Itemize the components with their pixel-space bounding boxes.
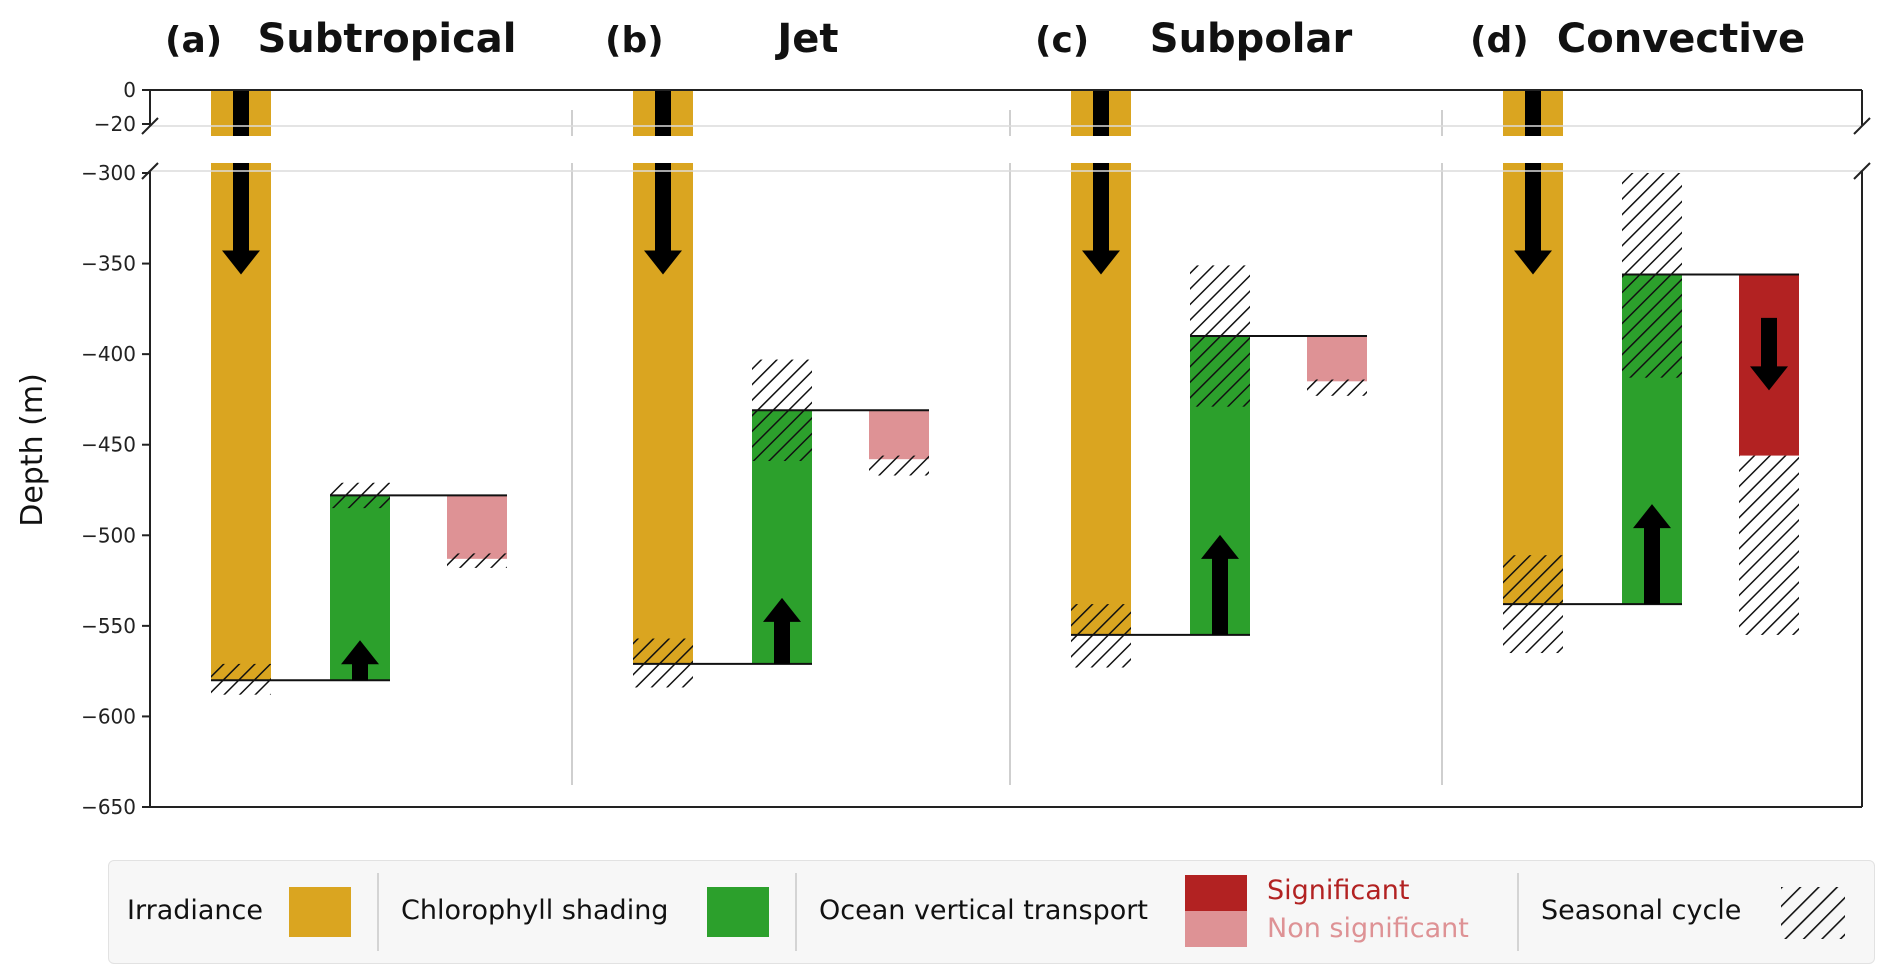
down-arrow (1750, 317, 1788, 391)
down-arrow (644, 90, 682, 275)
y-tick-label: −400 (81, 342, 136, 366)
panel-title: Subtropical (257, 16, 516, 62)
axis-break-mark (141, 162, 159, 180)
legend-swatch-seasonal (1781, 887, 1845, 939)
legend-label-irradiance: Irradiance (127, 895, 263, 926)
y-tick-label: −450 (81, 433, 136, 457)
panel-title: Subpolar (1150, 16, 1353, 62)
legend: Irradiance Chlorophyll shading Ocean ver… (108, 860, 1875, 964)
up-arrow (1633, 504, 1671, 605)
y-tick-label: −300 (81, 161, 136, 185)
up-arrow (1201, 534, 1239, 635)
axis-break-mark (1853, 117, 1871, 135)
y-tick-label: −20 (94, 112, 136, 136)
panel-letter: (c) (1035, 20, 1089, 61)
panel-title: Convective (1557, 16, 1805, 62)
y-tick-label: −500 (81, 523, 136, 547)
axis-break-mark (1853, 162, 1871, 180)
down-arrow (1514, 90, 1552, 275)
down-arrow (222, 90, 260, 275)
transport-bar (869, 410, 929, 460)
legend-swatch-significant (1185, 875, 1247, 911)
legend-swatch-chlorophyll (707, 887, 769, 937)
legend-divider (1517, 873, 1519, 951)
y-tick-label: −350 (81, 252, 136, 276)
legend-label-non-significant: Non significant (1267, 913, 1469, 944)
axis-break-mark (141, 117, 159, 135)
seasonal-hatch (1307, 379, 1367, 396)
y-tick-label: 0 (123, 78, 136, 102)
transport-bar (1307, 336, 1367, 382)
panel-letter: (a) (165, 20, 222, 61)
legend-divider (795, 873, 797, 951)
transport-bar (447, 495, 507, 559)
panel-letter: (b) (605, 20, 664, 61)
legend-label-seasonal: Seasonal cycle (1541, 895, 1742, 926)
seasonal-hatch (869, 455, 929, 476)
panel-letter: (d) (1470, 20, 1529, 61)
up-arrow (341, 640, 379, 681)
seasonal-hatch (1739, 455, 1799, 635)
y-tick-label: −650 (81, 795, 136, 819)
down-arrow (1082, 90, 1120, 275)
legend-swatch-non-significant (1185, 911, 1247, 947)
legend-label-significant: Significant (1267, 875, 1410, 906)
legend-divider (377, 873, 379, 951)
y-axis-label: Depth (m) (15, 373, 50, 527)
legend-swatch-irradiance (289, 887, 351, 937)
legend-label-transport: Ocean vertical transport (819, 895, 1148, 926)
y-tick-label: −550 (81, 614, 136, 638)
depth-chart: Depth (m) (a) Subtropical (b) Jet (c) Subpola… (15, 16, 1871, 819)
panel-title: Jet (774, 16, 838, 62)
y-tick-label: −600 (81, 704, 136, 728)
axis-break-gap (148, 136, 1864, 163)
seasonal-hatch (447, 553, 507, 568)
up-arrow (763, 597, 801, 664)
legend-label-chlorophyll: Chlorophyll shading (401, 895, 669, 926)
